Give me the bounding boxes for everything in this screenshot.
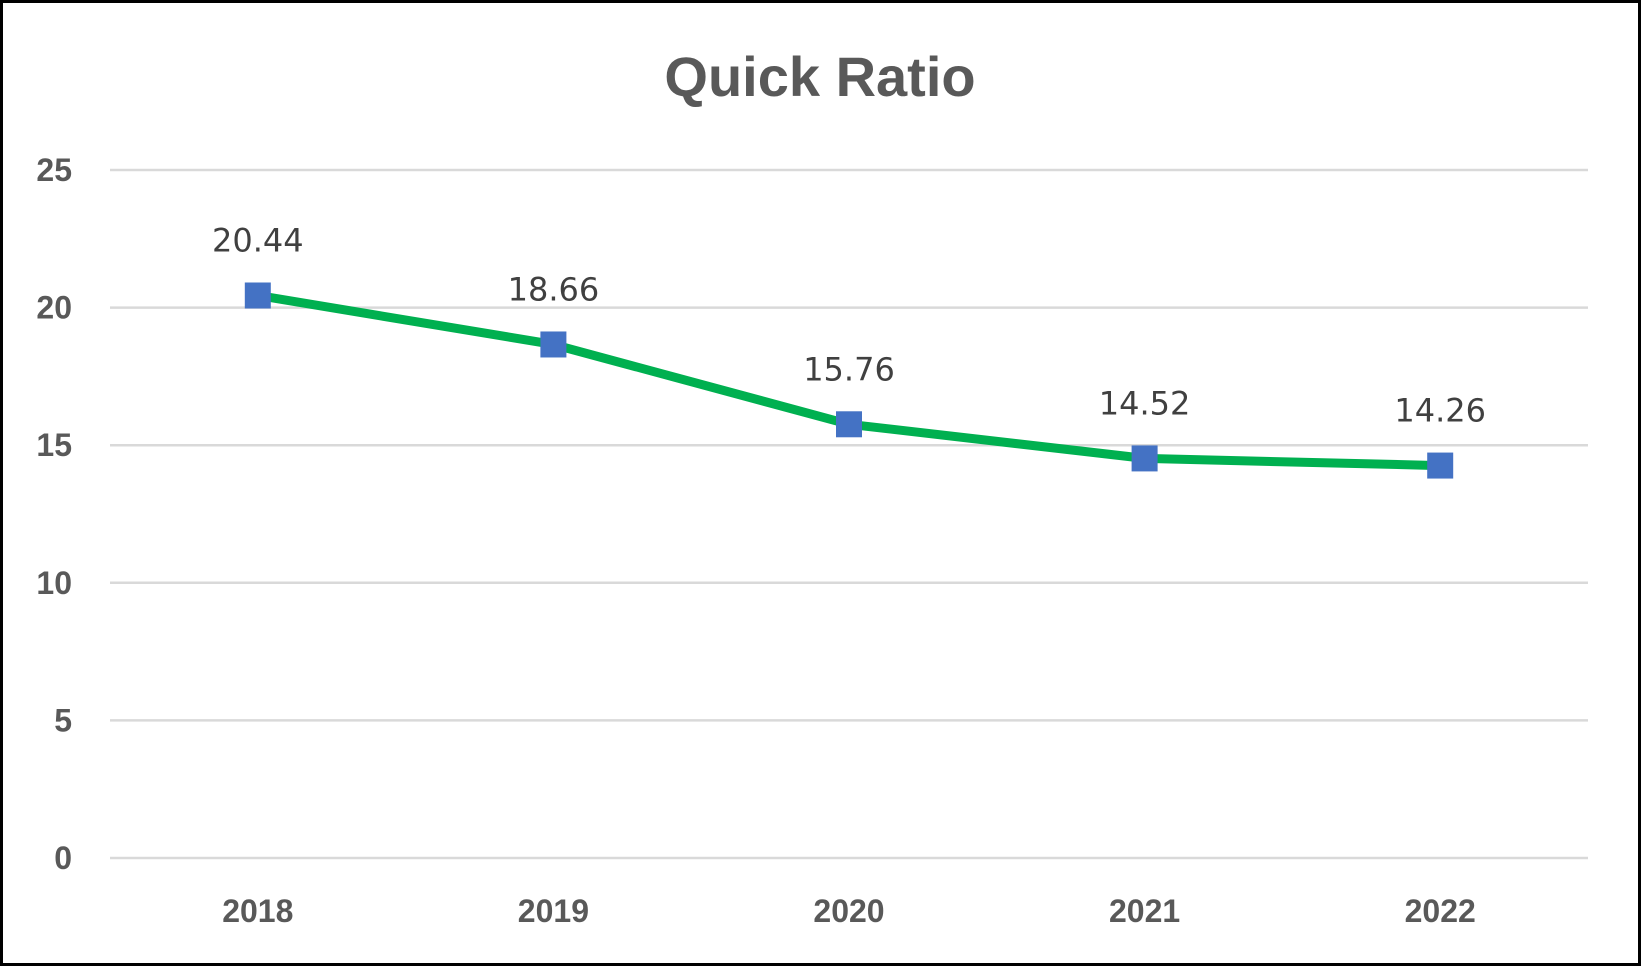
data-label-2020: 15.76 [803,350,895,388]
x-axis-tick-labels: 2018 2019 2020 2021 2022 [222,893,1476,929]
data-label-2018: 20.44 [212,221,304,259]
y-tick-label-20: 20 [36,290,72,326]
y-tick-label-0: 0 [54,840,72,876]
data-label-2022: 14.26 [1394,392,1486,430]
x-tick-label-2018: 2018 [222,893,293,929]
x-tick-label-2019: 2019 [518,893,589,929]
chart-title: Quick Ratio [664,45,975,108]
data-label-2019: 18.66 [508,270,600,308]
data-point-2021 [1131,445,1158,472]
data-label-2021: 14.52 [1099,384,1191,422]
x-tick-label-2022: 2022 [1405,893,1476,929]
data-point-2020 [836,411,862,438]
series-quick-ratio: 20.44 18.66 15.76 14.52 14.26 [212,221,1486,479]
y-tick-label-10: 10 [36,565,72,601]
x-tick-label-2021: 2021 [1109,893,1180,929]
y-axis-tick-labels: 0 5 10 15 20 25 [36,152,72,876]
gridlines [110,168,1588,860]
y-tick-label-15: 15 [36,427,72,463]
x-tick-label-2020: 2020 [813,893,884,929]
data-point-2019 [540,331,567,358]
y-tick-label-5: 5 [54,702,72,738]
y-tick-label-25: 25 [36,152,72,188]
data-point-2022 [1427,452,1454,479]
data-point-2018 [244,282,271,309]
